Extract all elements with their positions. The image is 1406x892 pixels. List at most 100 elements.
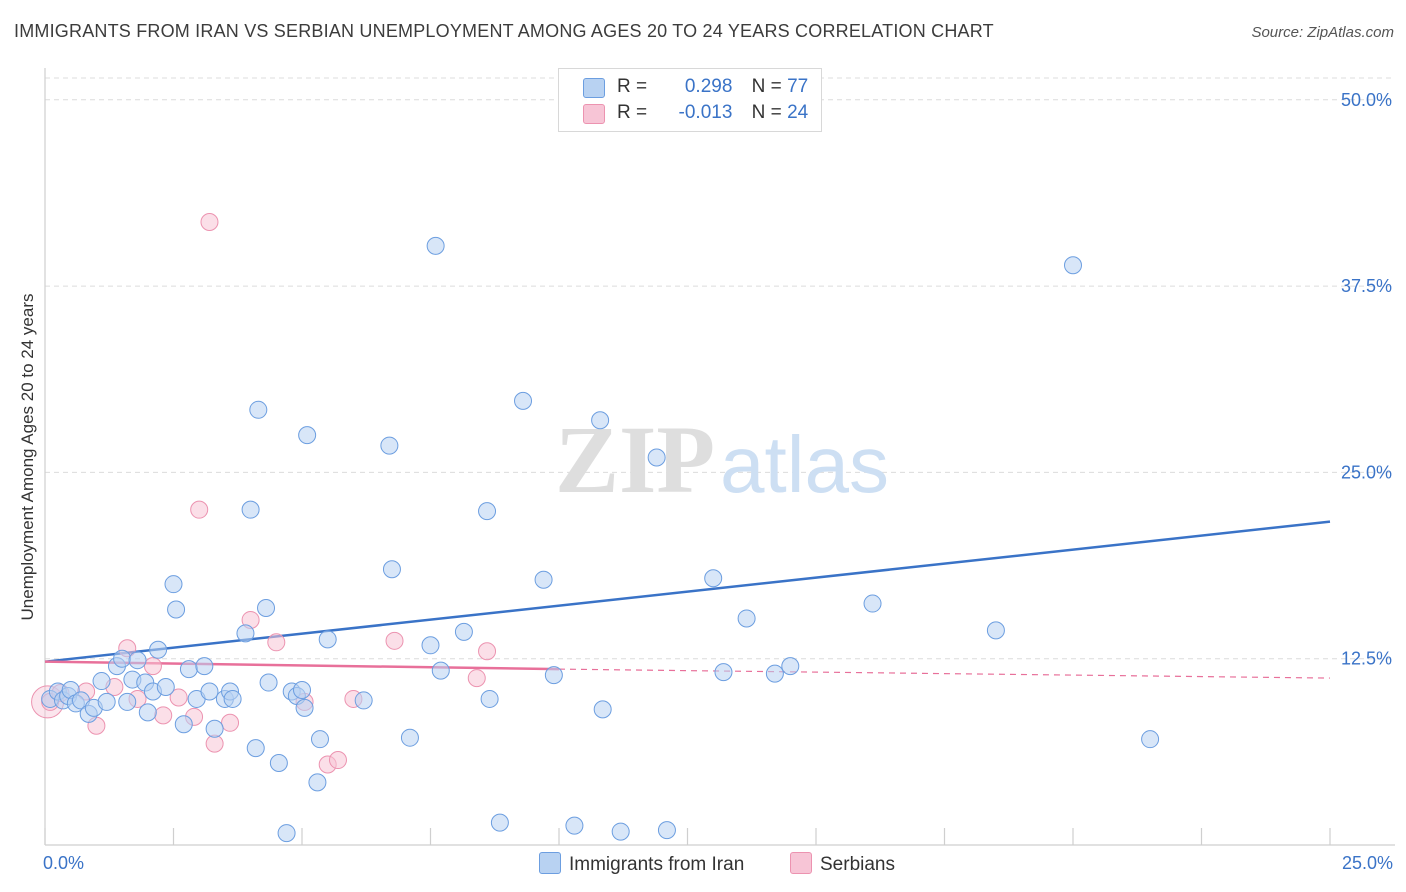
legend-n-value: 24 xyxy=(787,102,809,123)
iran-point xyxy=(236,624,255,643)
tick-labels: 12.5% 25.0% 37.5% 50.0% 0.0% 25.0% xyxy=(43,90,1393,873)
bottom-legend-swatch-iran xyxy=(539,852,561,874)
serbians-point xyxy=(221,713,240,732)
y-axis-label: Unemployment Among Ages 20 to 24 years xyxy=(18,293,37,621)
legend-n-label: N = xyxy=(751,102,782,123)
iran-point xyxy=(128,651,147,670)
iran-point xyxy=(179,660,198,679)
serbians-point xyxy=(467,669,486,688)
iran-point xyxy=(149,640,168,659)
iran-point xyxy=(1141,730,1160,749)
serbians-point xyxy=(154,706,173,725)
bottom-legend-serbians[interactable]: Serbians xyxy=(790,852,895,876)
iran-point xyxy=(544,666,563,685)
iran-point xyxy=(97,692,116,711)
iran-point xyxy=(765,664,784,683)
iran-point xyxy=(454,622,473,641)
iran-point xyxy=(591,411,610,430)
source-label: Source: ZipAtlas.com xyxy=(1251,24,1394,41)
y-tick-label: 50.0% xyxy=(1341,90,1392,110)
iran-point xyxy=(92,672,111,691)
iran-point xyxy=(1064,256,1082,275)
bottom-legend-iran[interactable]: Immigrants from Iran xyxy=(539,852,744,876)
iran-point xyxy=(611,822,630,841)
watermark-atlas: atlas xyxy=(720,420,889,509)
iran-point xyxy=(647,448,666,467)
iran-point xyxy=(737,609,756,628)
iran-point xyxy=(167,600,186,619)
iran-point xyxy=(298,426,317,445)
iran-point xyxy=(490,813,509,832)
iran-point xyxy=(565,816,584,835)
iran-point xyxy=(318,630,337,649)
serbians-trend-extension xyxy=(558,668,1331,679)
y-tick-label: 25.0% xyxy=(1341,462,1392,482)
iran-point xyxy=(308,773,327,792)
iran-point xyxy=(431,661,450,680)
gridlines xyxy=(45,77,1395,660)
iran-point xyxy=(714,663,733,682)
legend-swatch-iran xyxy=(583,78,605,98)
iran-point xyxy=(249,400,268,419)
iran-point xyxy=(257,599,276,618)
serbians-point xyxy=(200,213,219,232)
iran-point xyxy=(241,500,260,519)
y-tick-label: 12.5% xyxy=(1341,649,1392,669)
x-tick-label: 25.0% xyxy=(1342,853,1393,873)
serbians-point xyxy=(190,500,209,519)
correlation-legend: R = 0.298 N = 77 R = -0.013 N = 24 xyxy=(558,68,822,132)
iran-point xyxy=(421,636,440,655)
iran-point xyxy=(781,657,800,676)
legend-swatch-serbians xyxy=(583,104,605,124)
x-tick-label: 0.0% xyxy=(43,853,84,873)
iran-point xyxy=(195,657,214,676)
iran-point xyxy=(113,649,132,668)
iran-point xyxy=(986,621,1005,640)
iran-point xyxy=(246,739,265,758)
iran-point xyxy=(863,594,882,613)
legend-n-value: 77 xyxy=(787,76,809,97)
iran-point xyxy=(156,678,175,697)
legend-r-value: 0.298 xyxy=(684,76,733,97)
iran-point xyxy=(593,700,612,719)
legend-n-label: N = xyxy=(751,76,782,97)
legend-r-label: R = xyxy=(617,102,648,123)
iran-point xyxy=(382,560,401,579)
iran-point xyxy=(138,703,157,722)
bottom-legend-label-iran: Immigrants from Iran xyxy=(569,854,745,875)
data-points xyxy=(31,213,1160,843)
iran-point xyxy=(277,824,296,843)
chart-title: IMMIGRANTS FROM IRAN VS SERBIAN UNEMPLOY… xyxy=(14,21,994,41)
legend-r-label: R = xyxy=(617,76,648,97)
watermark-zip: ZIP xyxy=(555,406,715,513)
iran-point xyxy=(293,681,311,699)
iran-point xyxy=(205,719,224,738)
serbians-point xyxy=(478,642,497,661)
legend-r-value: -0.013 xyxy=(678,102,733,123)
iran-point xyxy=(354,691,373,710)
serbians-point xyxy=(143,657,162,676)
iran-point xyxy=(478,502,497,521)
iran-point xyxy=(164,575,183,594)
serbians-point xyxy=(169,688,188,707)
iran-point xyxy=(259,673,278,692)
serbians-point xyxy=(267,633,286,652)
iran-point xyxy=(310,730,329,749)
iran-point xyxy=(400,728,419,747)
iran-point xyxy=(380,436,399,455)
bottom-legend-label-serbians: Serbians xyxy=(820,854,895,875)
iran-point xyxy=(534,570,553,589)
iran-point xyxy=(657,821,676,840)
bottom-legend-swatch-serbians xyxy=(790,852,812,874)
iran-point xyxy=(295,698,314,717)
y-tick-label: 37.5% xyxy=(1341,276,1392,296)
iran-point xyxy=(223,689,242,708)
axes xyxy=(44,68,1395,846)
iran-point xyxy=(480,689,499,708)
serbians-point xyxy=(385,631,404,650)
trend-lines xyxy=(44,520,1331,679)
iran-point xyxy=(118,692,137,711)
iran-point xyxy=(704,569,723,588)
iran-point xyxy=(174,715,193,734)
